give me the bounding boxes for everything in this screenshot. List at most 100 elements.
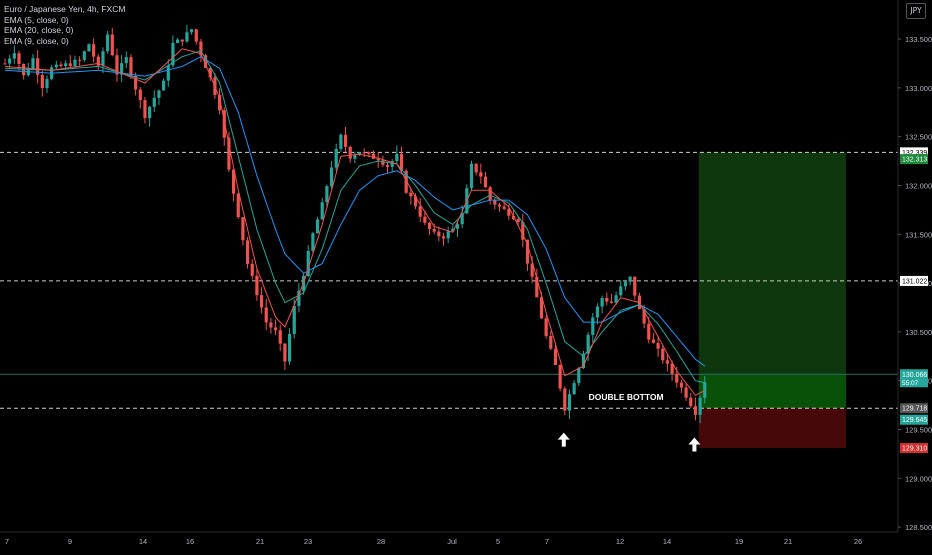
x-tick-label: 26 (854, 537, 862, 546)
candle-body (605, 297, 609, 302)
candle-body (176, 39, 180, 43)
candle-body (502, 206, 506, 209)
x-tick-label: 21 (256, 537, 264, 546)
horizontal-lines (0, 151, 898, 409)
candle-body (689, 397, 693, 407)
candle-body (54, 64, 58, 68)
price-axis (898, 0, 932, 550)
candle-body (399, 153, 404, 171)
candle-body (339, 134, 343, 149)
candle-body (45, 78, 49, 89)
price-tag (900, 154, 928, 165)
candle-body (679, 382, 684, 388)
candle-body (432, 228, 436, 232)
candle-body (134, 75, 138, 90)
x-tick-label: 16 (186, 537, 194, 546)
candle-body (73, 59, 77, 66)
candle-body (675, 373, 679, 383)
candle-body (469, 163, 474, 189)
candle-body (190, 29, 194, 33)
candle-body (92, 44, 96, 57)
candle-body (595, 306, 600, 318)
x-tick-label: 9 (68, 537, 72, 546)
x-tick-label: 23 (304, 537, 312, 546)
candle-body (455, 224, 460, 229)
candle-body (292, 306, 296, 335)
candle-body (283, 343, 287, 362)
candles (3, 24, 707, 424)
legend: Euro / Japanese Yen, 4h, FXCM EMA (5, cl… (4, 4, 125, 46)
candle-body (78, 59, 82, 61)
x-tick-label: 5 (496, 537, 500, 546)
candle-body (185, 32, 189, 42)
candle-body (203, 55, 208, 69)
candle-body (670, 363, 674, 374)
position-tool (698, 152, 846, 449)
position-target-zone (698, 152, 846, 375)
candle-body (521, 222, 525, 240)
candle-body (362, 152, 366, 154)
indicator-ema20[interactable]: EMA (20, close, 0) (4, 25, 74, 35)
candle-body (437, 231, 441, 237)
candle-body (287, 334, 292, 362)
candle-body (404, 170, 408, 193)
candle-body (591, 317, 595, 335)
candle-body (614, 295, 618, 303)
candle-body (642, 309, 646, 324)
symbol-title[interactable]: Euro / Japanese Yen, 4h, FXCM (4, 4, 126, 14)
candle-body (656, 342, 660, 349)
candle-body (390, 161, 394, 167)
candle-body (68, 63, 72, 66)
x-tick-label: 28 (377, 537, 385, 546)
candle-body (129, 57, 133, 76)
candle-body (306, 250, 310, 276)
candle-body (208, 68, 212, 78)
price-tag-label: 129.645 (902, 417, 927, 424)
candle-body (255, 275, 259, 296)
ema-lines (4, 48, 706, 396)
indicator-ema9[interactable]: EMA (9, close, 0) (4, 35, 69, 46)
price-tag-label: 131.022 (902, 278, 927, 285)
candle-body (544, 318, 548, 337)
candle-body (264, 307, 268, 323)
candle-body (385, 164, 390, 167)
indicator-ema5[interactable]: EMA (5, close, 0) (4, 14, 69, 25)
candle-body (227, 137, 231, 170)
candle-body (581, 353, 586, 369)
candle-body (418, 206, 422, 217)
x-tick-label: Jul (447, 537, 457, 546)
y-tick-label: 131.500 (905, 230, 932, 239)
candle-body (619, 286, 623, 296)
price-tag (900, 147, 928, 158)
x-tick-label: 19 (735, 537, 743, 546)
x-tick-label: 7 (545, 537, 549, 546)
candle-body (236, 193, 240, 218)
candle-body (199, 41, 203, 56)
candle-body (376, 158, 380, 161)
candle-body (3, 63, 7, 65)
candle-body (148, 106, 152, 119)
candle-body (315, 219, 320, 234)
ema5-line (4, 48, 706, 396)
candle-body (600, 297, 604, 307)
y-tick-label: 130.500 (905, 328, 932, 337)
candle-body (493, 200, 497, 205)
candle-body (162, 80, 166, 91)
candle-body (36, 58, 40, 75)
y-tick-label: 133.500 (905, 35, 932, 44)
candle-body (245, 240, 250, 264)
currency-button[interactable]: JPY (906, 3, 926, 19)
candle-body (371, 153, 376, 159)
candle-body (558, 364, 562, 389)
annotation-label: DOUBLE BOTTOM (589, 392, 664, 402)
candle-body (273, 327, 278, 331)
y-tick-label: 132.500 (905, 133, 932, 142)
candle-body (269, 322, 273, 328)
candle-body (572, 383, 576, 395)
candle-body (609, 301, 614, 303)
candle-body (325, 186, 329, 203)
candle-body (698, 397, 702, 415)
